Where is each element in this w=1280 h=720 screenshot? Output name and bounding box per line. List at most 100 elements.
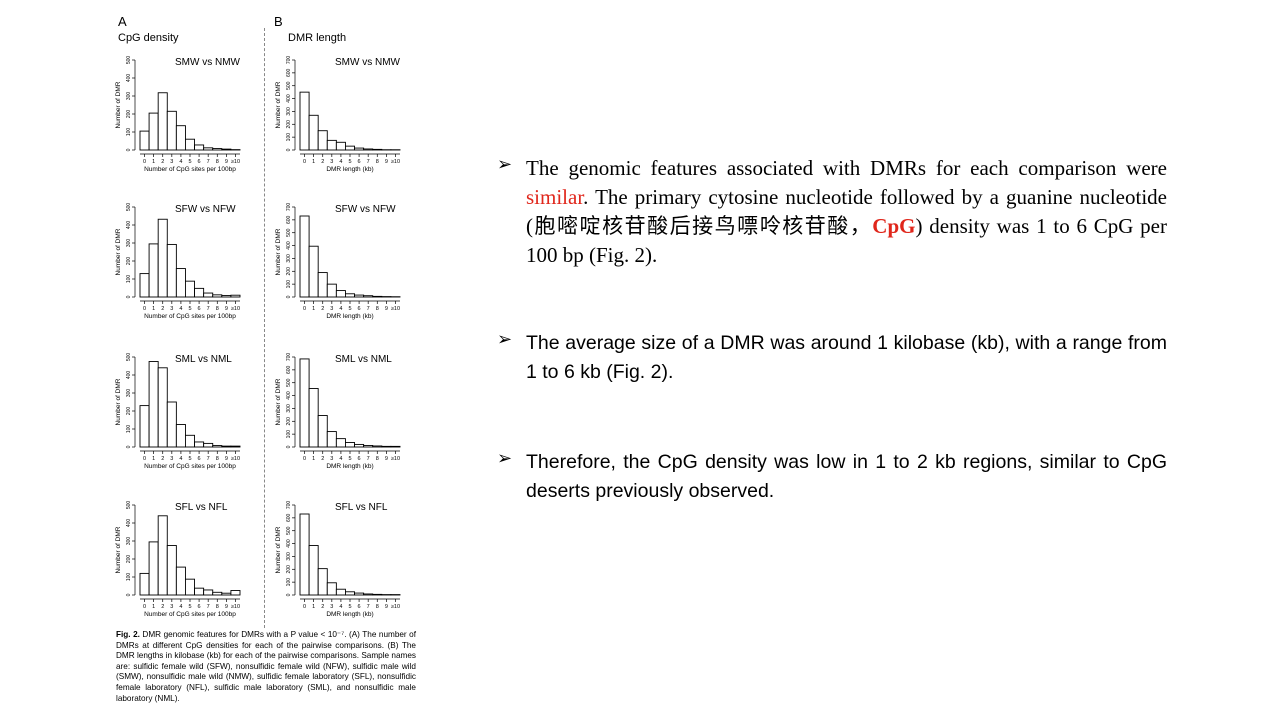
- chart-a1-title: SMW vs NMW: [175, 57, 241, 68]
- chart-a2-x-tick-label: 8: [216, 306, 219, 312]
- chart-b3-bar: [372, 445, 383, 448]
- chart-a4-y-tick-label: 300: [126, 537, 132, 546]
- chart-a2-x-tick-label: ≥10: [231, 306, 240, 312]
- chart-a4-x-tick-label: 3: [170, 604, 173, 610]
- chart-b2-bar: [326, 283, 337, 298]
- chart-a1-x-tick-label: 0: [143, 159, 146, 165]
- chart-a3-x-tick-label: 9: [225, 456, 228, 462]
- chart-b4-bar: [344, 591, 355, 596]
- chart-a2-bar: [230, 294, 241, 298]
- chart-b3-x-tick-label: 2: [321, 456, 324, 462]
- chart-a3-bar: [194, 441, 205, 448]
- chart-b4-x-tick-label: 6: [358, 604, 361, 610]
- chart-b4-y-tick-label: 0: [286, 593, 292, 596]
- chart-b4-y-tick-label: 600: [286, 513, 292, 522]
- chart-b3-y-tick-label: 400: [286, 391, 292, 400]
- chart-b1-bar: [344, 145, 355, 151]
- chart-a4-ylabel: Number of DMR: [115, 526, 122, 573]
- chart-b3-bar: [308, 388, 319, 448]
- chart-a4-bar: [230, 590, 241, 596]
- chart-a4-x-tick-label: 4: [179, 604, 182, 610]
- chart-a1-y-tick-label: 100: [126, 128, 132, 137]
- chart-b2-x-tick-label: ≥10: [391, 306, 400, 312]
- chart-a2-xlabel: Number of CpG sites per 100bp: [144, 313, 236, 320]
- chart-a3-bar: [148, 361, 159, 448]
- chart-a4-title: SFL vs NFL: [175, 502, 228, 513]
- chart-a2-x-tick-label: 3: [170, 306, 173, 312]
- chart-a4-bar: [166, 545, 177, 596]
- chart-b1-bar: [326, 139, 337, 151]
- chart-a1-x-tick-label: 2: [161, 159, 164, 165]
- chart-a3-bar: [230, 445, 241, 448]
- chart-a4-bar: [148, 541, 159, 596]
- chart-a2-title: SFW vs NFW: [175, 204, 236, 215]
- chart-b2-y-tick-label: 300: [286, 254, 292, 263]
- chart-a1-y-tick-label: 300: [126, 92, 132, 101]
- chart-b4-y-tick-label: 500: [286, 526, 292, 535]
- chart-a2-x-tick-label: 5: [188, 306, 191, 312]
- chart-b2-x-tick-label: 1: [312, 306, 315, 312]
- bullet-1-part2: . The primary cytosine nucleotide follow…: [526, 185, 1167, 238]
- chart-b3-x-tick-label: 6: [358, 456, 361, 462]
- chart-a4-y-tick-label: 100: [126, 573, 132, 582]
- chart-b1-bar: [299, 91, 310, 151]
- bullet-1-text: The genomic features associated with DMR…: [526, 154, 1167, 270]
- chart-a3-x-tick-label: 2: [161, 456, 164, 462]
- chart-b3-y-tick-label: 200: [286, 417, 292, 426]
- chart-b3-x-tick-label: ≥10: [391, 456, 400, 462]
- chart-a3-y-tick-label: 500: [126, 353, 132, 362]
- chart-b4-bar: [317, 568, 328, 596]
- chart-a3-x-tick-label: 7: [207, 456, 210, 462]
- chart-b2-y-tick-label: 500: [286, 228, 292, 237]
- chart-b3-bar: [335, 438, 346, 448]
- chart-a2-x-tick-label: 2: [161, 306, 164, 312]
- panel-divider: [264, 28, 265, 628]
- chart-a1-x-tick-label: 8: [216, 159, 219, 165]
- chart-a1-bar: [166, 110, 177, 151]
- chart-b2-y-tick-label: 100: [286, 280, 292, 289]
- chart-b1-ylabel: Number of DMR: [275, 81, 282, 128]
- chart-a4-bar: [194, 587, 205, 596]
- chart-b1-xlabel: DMR length (kb): [326, 166, 373, 173]
- chart-b2-x-tick-label: 7: [367, 306, 370, 312]
- chart-b2-bar: [363, 295, 374, 298]
- chart-a4-bar: [139, 572, 150, 596]
- chart-a2-y-tick-label: 200: [126, 257, 132, 266]
- bullet-1-part1: The genomic features associated with DMR…: [526, 156, 1167, 180]
- chart-b3-bar: [390, 445, 401, 448]
- chart-b2-ylabel: Number of DMR: [275, 228, 282, 275]
- chart-a2-y-tick-label: 400: [126, 221, 132, 230]
- chart-b1-x-tick-label: 2: [321, 159, 324, 165]
- chart-a1-x-tick-label: 6: [198, 159, 201, 165]
- chart-b2-x-tick-label: 0: [303, 306, 306, 312]
- chart-b3-bar: [326, 431, 337, 448]
- chart-a3-y-tick-label: 400: [126, 371, 132, 380]
- chart-b2-bar: [372, 295, 383, 298]
- chart-a4-x-tick-label: 0: [143, 604, 146, 610]
- chart-a2-y-tick-label: 500: [126, 203, 132, 212]
- chart-b1-x-tick-label: 7: [367, 159, 370, 165]
- chart-b1-y-tick-label: 0: [286, 148, 292, 151]
- chart-b4-y-tick-label: 700: [286, 501, 292, 510]
- bullet-1-part3: ) density was 1 to 6 CpG per 100 bp (Fig…: [526, 214, 1167, 267]
- chart-b4-x-tick-label: 7: [367, 604, 370, 610]
- chart-a1-xlabel: Number of CpG sites per 100bp: [144, 166, 236, 173]
- chart-a1-x-tick-label: 4: [179, 159, 182, 165]
- figure-2: A CpG density B DMR length SMW vs NMW 0 10…: [108, 10, 428, 710]
- chart-b4-x-tick-label: 1: [312, 604, 315, 610]
- chart-b1-bar: [372, 148, 383, 151]
- chart-b4-xlabel: DMR length (kb): [326, 611, 373, 618]
- chart-b2-x-tick-label: 5: [348, 306, 351, 312]
- chart-a1-bar: [203, 147, 214, 151]
- bullet-1-cpg: CpG: [872, 214, 916, 238]
- chart-b4-bar: [308, 545, 319, 596]
- chart-a3-y-tick-label: 100: [126, 425, 132, 434]
- chart-a4-x-tick-label: 8: [216, 604, 219, 610]
- chart-a1-x-tick-label: 5: [188, 159, 191, 165]
- chart-b1-y-tick-label: 200: [286, 120, 292, 129]
- chart-a3-bar: [175, 424, 186, 448]
- chart-b4-bar: [372, 593, 383, 596]
- bullet-1-highlight: similar: [526, 185, 584, 209]
- chart-b3-ylabel: Number of DMR: [275, 378, 282, 425]
